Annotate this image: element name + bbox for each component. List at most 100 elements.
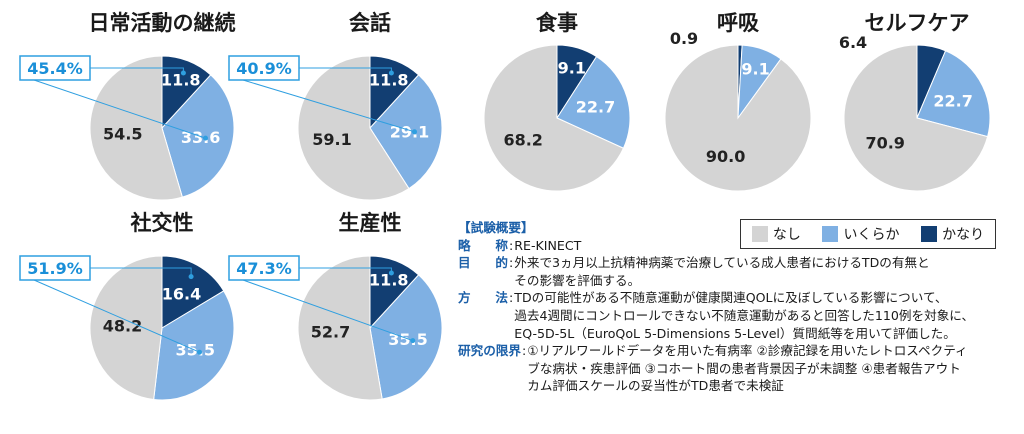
connector-dot: [188, 274, 194, 280]
pie-value-label: 22.7: [576, 98, 615, 117]
study-line: 過去4週間にコントロールできない不随意運動があると回答した110例を対象に、: [514, 307, 975, 323]
pie-value-label: 0.9: [670, 29, 698, 48]
study-line: その影響を評価する。: [514, 272, 641, 288]
pie-value-label: 70.9: [865, 134, 904, 153]
pie-slice-severe: [161, 255, 225, 329]
study-line: カム評価スケールの妥当性がTD患者で未検証: [527, 378, 784, 394]
pie-title: 食事: [536, 11, 578, 35]
study-title: 【試験概要】: [458, 220, 534, 235]
pie-productivity: 生産性 11.8 35.5 52.7 47.3%: [228, 211, 443, 401]
pie-value-label: 22.7: [933, 91, 972, 110]
pie-value-label: 48.2: [103, 317, 142, 336]
connector-dot: [410, 338, 416, 344]
connector-dot: [388, 70, 394, 76]
pie-value-label: 11.8: [369, 71, 408, 90]
pie-title: 呼吸: [717, 11, 760, 35]
pie-value-label: 9.1: [741, 60, 769, 79]
pie-title: 会話: [349, 11, 391, 35]
pie-value-label: 11.8: [161, 71, 200, 90]
legend: なし いくらか かなり: [740, 219, 996, 249]
study-value-abbrev: RE-KINECT: [514, 237, 1003, 255]
study-key-abbrev: 略称: [458, 237, 508, 255]
pie-value-label: 16.4: [162, 285, 201, 304]
key-char: 方: [458, 290, 471, 306]
highlight-connector: [242, 279, 413, 342]
pie-slice-some: [369, 274, 443, 400]
pie-eating: 食事 9.1 22.7 68.2: [483, 11, 631, 192]
pie-value-label: 9.1: [558, 59, 586, 78]
legend-swatch-none: [751, 226, 768, 242]
highlight-connector: [242, 79, 415, 133]
legend-item-none: なし: [751, 224, 801, 244]
legend-label-some: いくらか: [843, 227, 900, 243]
legend-swatch-some: [822, 226, 839, 242]
highlight-connector: [33, 79, 206, 139]
pie-slice-some: [369, 74, 443, 190]
connector-dot: [412, 129, 417, 135]
highlight-connector: [90, 267, 192, 277]
study-key-method: 方法: [458, 289, 508, 342]
legend-swatch-severe: [921, 226, 938, 242]
pie-conversation: 会話 11.8 29.1 59.1 40.9%: [228, 11, 443, 201]
study-line: ①リアルワールドデータを用いた有病率 ②診療記録を用いたレトロスペクティ: [527, 343, 968, 359]
connector-dot: [203, 135, 208, 141]
connector-dot: [180, 70, 186, 76]
legend-item-some: いくらか: [822, 224, 899, 244]
highlight-value: 51.9%: [27, 259, 83, 278]
pie-slice-none: [483, 44, 625, 192]
study-value-limitations: ①リアルワールドデータを用いた有病率 ②診療記録を用いたレトロスペクティ ブな病…: [527, 342, 1003, 395]
pie-value-label: 29.1: [390, 122, 429, 141]
pie-slice-some: [916, 50, 991, 138]
pie-title: セルフケア: [865, 11, 970, 35]
pie-slice-none: [297, 55, 410, 201]
key-char: 称: [495, 237, 508, 253]
highlight-value: 40.9%: [236, 59, 292, 78]
study-line: EQ-5D-5L（EuroQoL 5-Dimensions 5-Level）質問…: [514, 325, 956, 341]
highlight-connector: [33, 279, 200, 353]
legend-label-severe: かなり: [942, 227, 985, 243]
study-row-abbrev: 略称: RE-KINECT: [458, 237, 1003, 255]
study-overview: 【試験概要】 略称: RE-KINECT 目的: 外来で3ヵ月以上抗精神病薬で治…: [458, 219, 1003, 395]
legend-item-severe: かなり: [921, 224, 984, 244]
study-value-purpose: 外来で3ヵ月以上抗精神病薬で治療している成人患者におけるTDの有無と その影響を…: [514, 254, 1003, 289]
pie-title: 生産性: [339, 211, 402, 235]
connector-dot: [388, 270, 394, 276]
legend-label-none: なし: [772, 227, 801, 243]
key-char: 的: [495, 255, 508, 271]
key-char: 法: [495, 290, 508, 306]
pie-value-label: 90.0: [706, 147, 745, 166]
highlight-value: 47.3%: [236, 259, 292, 278]
pie-value-label: 11.8: [369, 271, 408, 290]
study-row-method: 方法: TDの可能性がある不随意運動が健康関連QOLに及ぼしている影響について、…: [458, 289, 1003, 342]
pie-activity: 日常活動の継続 11.8 33.6 54.5 45.4%: [19, 11, 236, 201]
pie-slice-none: [89, 55, 183, 201]
study-row-purpose: 目的: 外来で3ヵ月以上抗精神病薬で治療している成人患者におけるTDの有無と そ…: [458, 254, 1003, 289]
pie-slice-none: [297, 255, 383, 401]
key-char: 目: [458, 255, 471, 271]
pie-slice-none: [89, 255, 163, 401]
study-value-method: TDの可能性がある不随意運動が健康関連QOLに及ぼしている影響について、 過去4…: [514, 289, 1003, 342]
study-key-limitations: 研究の限界: [458, 343, 521, 359]
highlight-value: 45.4%: [27, 59, 83, 78]
study-line: 外来で3ヵ月以上抗精神病薬で治療している成人患者におけるTDの有無と: [514, 255, 930, 271]
study-line: RE-KINECT: [514, 237, 582, 253]
highlight-box: [19, 255, 91, 281]
pie-value-label: 54.5: [103, 125, 142, 144]
study-line: ブな病状・疾患評価 ③コホート間の患者背景因子が未調整 ④患者報告アウト: [527, 360, 961, 376]
study-key-purpose: 目的: [458, 254, 508, 289]
key-char: 略: [458, 237, 471, 253]
pie-title: 日常活動の継続: [89, 11, 236, 35]
pie-value-label: 6.4: [839, 33, 867, 52]
study-line: TDの可能性がある不随意運動が健康関連QOLに及ぼしている影響について、: [514, 290, 948, 306]
pie-slice-none: [664, 44, 812, 192]
pie-slice-some: [153, 290, 235, 401]
pie-value-label: 68.2: [503, 131, 542, 150]
study-row-limitations: 研究の限界: ①リアルワールドデータを用いた有病率 ②診療記録を用いたレトロスペ…: [458, 342, 1003, 395]
pie-slice-some: [556, 55, 631, 149]
pie-slice-none: [843, 44, 989, 192]
connector-dot: [197, 349, 202, 355]
pie-breathing: 呼吸 0.9 9.1 90.0: [664, 11, 812, 192]
